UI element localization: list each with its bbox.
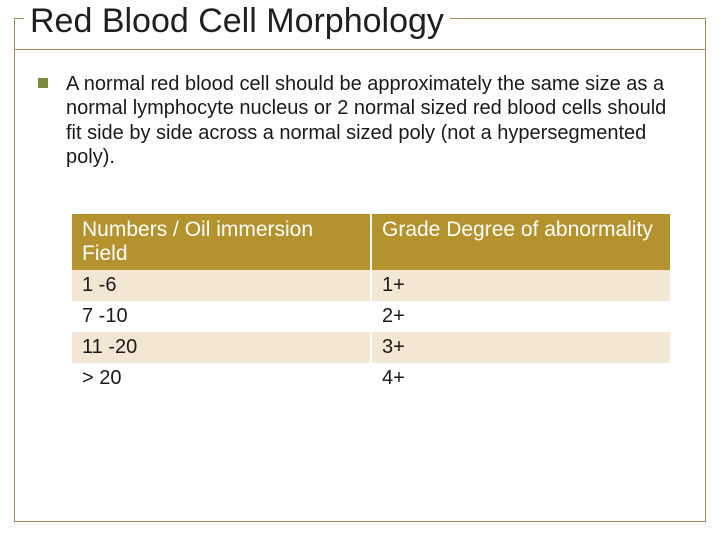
content-area: A normal red blood cell should be approx… — [38, 72, 682, 394]
table-row: 1 -6 1+ — [72, 270, 670, 301]
grading-table: Numbers / Oil immersion Field Grade Degr… — [72, 214, 670, 394]
table-cell: 7 -10 — [72, 301, 371, 332]
page-title: Red Blood Cell Morphology — [24, 2, 450, 43]
table-cell: 4+ — [371, 363, 670, 394]
bullet-item: A normal red blood cell should be approx… — [38, 72, 682, 170]
table-header-row: Numbers / Oil immersion Field Grade Degr… — [72, 214, 670, 270]
body-text: A normal red blood cell should be approx… — [66, 72, 682, 170]
square-bullet-icon — [38, 78, 48, 88]
table-row: 7 -10 2+ — [72, 301, 670, 332]
table-cell: 3+ — [371, 332, 670, 363]
title-underline — [14, 49, 706, 50]
table-row: > 20 4+ — [72, 363, 670, 394]
table-header-col2: Grade Degree of abnormality — [371, 214, 670, 270]
table-header-col1: Numbers / Oil immersion Field — [72, 214, 371, 270]
table-cell: 11 -20 — [72, 332, 371, 363]
table-row: 11 -20 3+ — [72, 332, 670, 363]
table-cell: > 20 — [72, 363, 371, 394]
table-cell: 1+ — [371, 270, 670, 301]
table-cell: 2+ — [371, 301, 670, 332]
table-cell: 1 -6 — [72, 270, 371, 301]
